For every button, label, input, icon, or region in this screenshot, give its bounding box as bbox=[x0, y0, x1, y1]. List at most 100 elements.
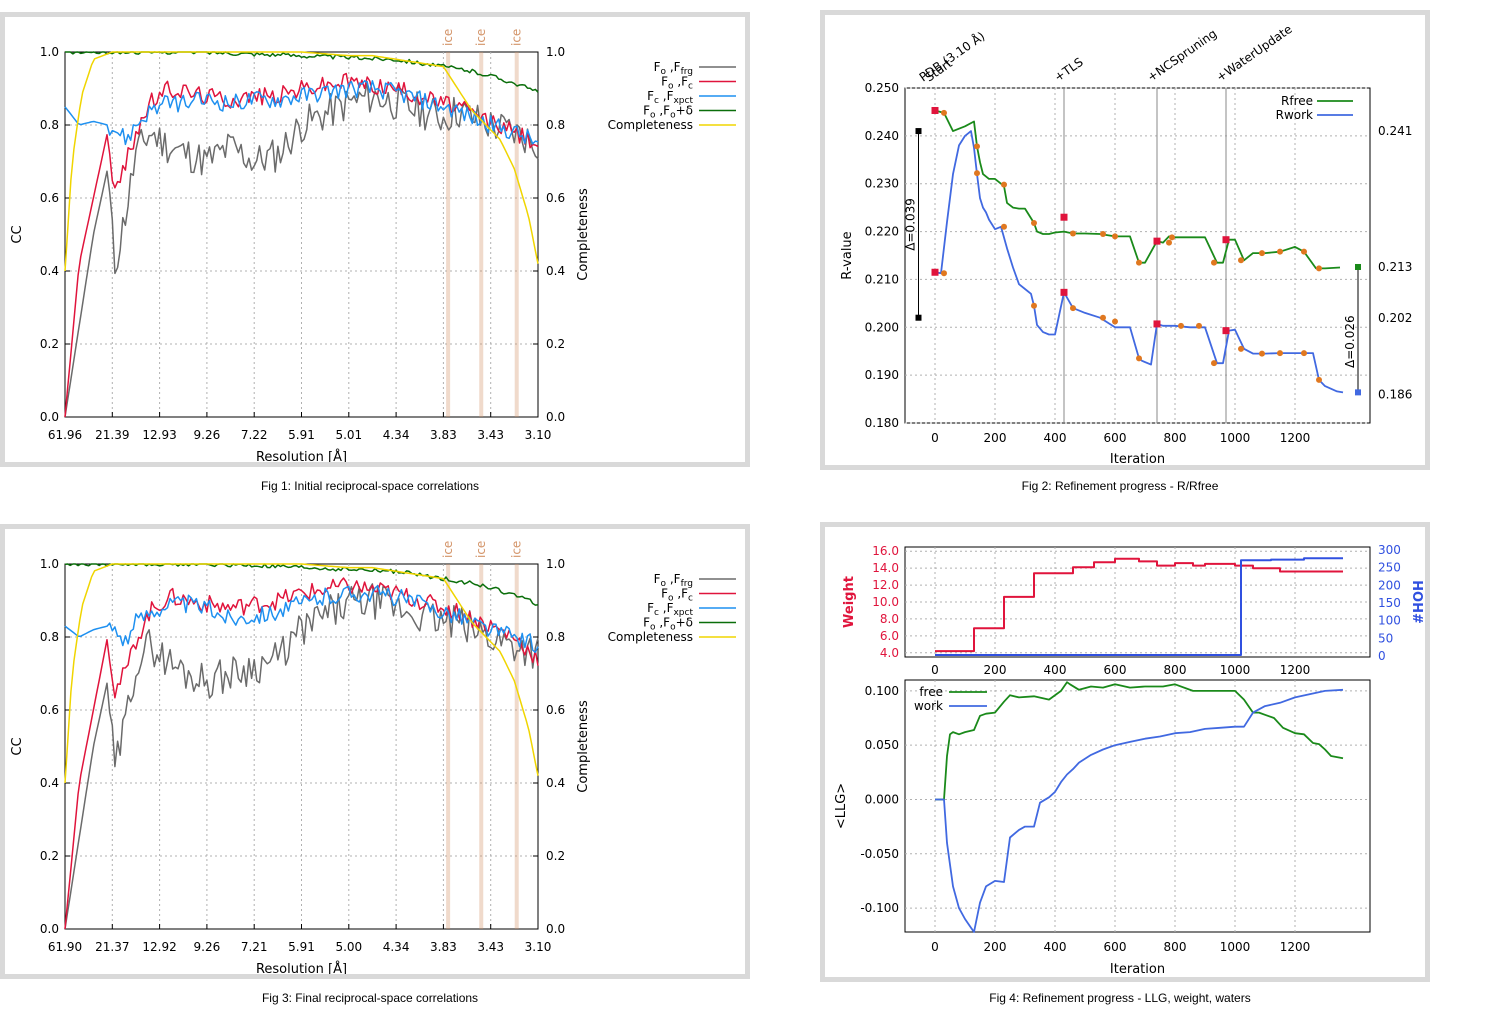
series-line-Fo_Fc bbox=[64, 577, 539, 930]
ice-label: ice bbox=[474, 29, 488, 46]
fig1-chart: 61.96 21.39 12.93 9.26 7.22 5.91 5.01 4.34 3.83 3… bbox=[10, 29, 736, 462]
x-tick-label: 9.26 bbox=[194, 940, 221, 954]
cycle-marker bbox=[1136, 355, 1142, 362]
cycle-marker bbox=[1316, 265, 1322, 272]
y-tick-label: 0.230 bbox=[865, 177, 899, 191]
cycle-marker bbox=[1166, 239, 1172, 246]
x-tick-label: 9.26 bbox=[194, 428, 221, 442]
y-tick-label: 0.8 bbox=[40, 118, 59, 132]
series-line-free bbox=[935, 681, 1344, 801]
y-tick-label: 0.4 bbox=[40, 264, 59, 278]
cycle-marker bbox=[1031, 219, 1037, 226]
x-tick-label: 5.91 bbox=[288, 428, 315, 442]
cycle-marker bbox=[1196, 322, 1202, 329]
ice-band bbox=[479, 564, 484, 929]
y2-tick-label: 0.4 bbox=[546, 776, 565, 790]
weight-tick-label: 12.0 bbox=[872, 578, 899, 592]
ice-band bbox=[514, 52, 519, 417]
y2-tick-label: 0.4 bbox=[546, 264, 565, 278]
legend-label: Rfree bbox=[1281, 94, 1313, 108]
cycle-marker bbox=[1316, 376, 1322, 383]
hoh-axis-label: HOH# bbox=[1409, 580, 1424, 624]
pdb-rwork-marker bbox=[915, 314, 922, 321]
cycle-marker bbox=[974, 170, 980, 177]
legend-label: Completeness bbox=[608, 630, 693, 644]
x-tick-label: 200 bbox=[984, 431, 1007, 445]
cycle-marker bbox=[1001, 181, 1007, 188]
y2-tick-label: 0.6 bbox=[546, 703, 565, 717]
cycle-marker bbox=[1100, 230, 1106, 237]
cycle-marker bbox=[1211, 360, 1217, 367]
fig1-caption: Fig 1: Initial reciprocal-space correlat… bbox=[260, 479, 480, 493]
y2-tick-label: 0.2 bbox=[546, 849, 565, 863]
y2-tick-label: 0.8 bbox=[546, 118, 565, 132]
weight-tick-label: 6.0 bbox=[880, 629, 899, 643]
x-tick-label: 200 bbox=[984, 940, 1007, 954]
x-tick-label: 5.91 bbox=[288, 940, 315, 954]
y-tick-label: 0.250 bbox=[865, 81, 899, 95]
stage-start-marker bbox=[1153, 237, 1161, 245]
y2-tick-label: 0.6 bbox=[546, 191, 565, 205]
hoh-tick-label: 50 bbox=[1378, 631, 1393, 645]
legend-label: Fc ,Fxpct bbox=[647, 601, 693, 618]
x-tick-label: 3.83 bbox=[430, 940, 457, 954]
series-line-Completeness bbox=[64, 563, 539, 784]
y2-axis-label: Completeness bbox=[576, 700, 591, 793]
ice-band bbox=[446, 52, 451, 417]
x-tick-label: 1200 bbox=[1280, 431, 1311, 445]
weight-tick-label: 14.0 bbox=[872, 561, 899, 575]
x-tick-label: 21.39 bbox=[95, 428, 129, 442]
x-tick-label: 61.90 bbox=[48, 940, 82, 954]
x-tick-label: 200 bbox=[984, 663, 1007, 677]
stage-start-marker bbox=[1060, 288, 1068, 296]
series-line-Fc_Fxpct bbox=[64, 80, 539, 146]
fig3-chart: 61.90 21.37 12.92 9.26 7.21 5.91 5.00 4.34 3.83 3… bbox=[10, 541, 736, 974]
x-tick-label: 400 bbox=[1044, 431, 1067, 445]
legend-label: Rwork bbox=[1276, 108, 1313, 122]
y-tick-label: -0.050 bbox=[860, 847, 899, 861]
x-tick-label: 1000 bbox=[1220, 431, 1251, 445]
series-line-work bbox=[935, 688, 1344, 933]
weight-tick-label: 10.0 bbox=[872, 595, 899, 609]
x-tick-label: 4.34 bbox=[383, 428, 410, 442]
hoh-tick-label: 250 bbox=[1378, 561, 1401, 575]
fig2-caption: Fig 2: Refinement progress - R/Rfree bbox=[1021, 479, 1219, 493]
y2-tick-label: 0.0 bbox=[546, 410, 565, 424]
x-tick-label: 21.37 bbox=[95, 940, 129, 954]
fig4-chart: 0 200 400 600 800 1000 12004.06.08.010.012.014… bbox=[834, 543, 1424, 977]
legend-label: Completeness bbox=[608, 118, 693, 132]
x-tick-label: 12.93 bbox=[142, 428, 176, 442]
y-tick-label: 0.6 bbox=[40, 191, 59, 205]
legend-label: Fc ,Fxpct bbox=[647, 89, 693, 106]
x-tick-label: 3.10 bbox=[525, 428, 552, 442]
x-axis-label: Iteration bbox=[1110, 452, 1165, 465]
hoh-tick-label: 300 bbox=[1378, 543, 1401, 557]
x-tick-label: 600 bbox=[1104, 663, 1127, 677]
y-tick-label: 0.240 bbox=[865, 129, 899, 143]
series-line-Fo_Fc bbox=[64, 72, 539, 418]
delta-label-left: Δ=0.039 bbox=[904, 198, 918, 251]
final-rfree-marker bbox=[1355, 263, 1361, 270]
series-line-Completeness bbox=[64, 51, 539, 272]
x-tick-label: 7.22 bbox=[241, 428, 268, 442]
y2-tick-label: 0.241 bbox=[1378, 124, 1412, 138]
stage-start-marker bbox=[931, 106, 939, 114]
cycle-marker bbox=[1301, 350, 1307, 357]
y-tick-label: 1.0 bbox=[40, 45, 59, 59]
x-tick-label: 5.00 bbox=[335, 940, 362, 954]
x-tick-label: 400 bbox=[1044, 663, 1067, 677]
hoh-tick-label: 100 bbox=[1378, 614, 1401, 628]
stage-start-marker bbox=[1153, 320, 1161, 328]
y2-tick-label: 0.8 bbox=[546, 630, 565, 644]
stage-start-marker bbox=[1222, 236, 1230, 244]
ice-band bbox=[446, 564, 451, 929]
stage-label: +TLS bbox=[1052, 55, 1086, 85]
series-line-Rfree bbox=[934, 109, 1341, 270]
cycle-marker bbox=[1238, 257, 1244, 264]
weight-tick-label: 4.0 bbox=[880, 646, 899, 660]
x-tick-label: 1200 bbox=[1280, 940, 1311, 954]
stage-label: +WaterUpdate bbox=[1214, 22, 1295, 85]
legend-label: work bbox=[914, 699, 943, 713]
x-tick-label: 1200 bbox=[1280, 663, 1311, 677]
legend-label: free bbox=[919, 685, 943, 699]
